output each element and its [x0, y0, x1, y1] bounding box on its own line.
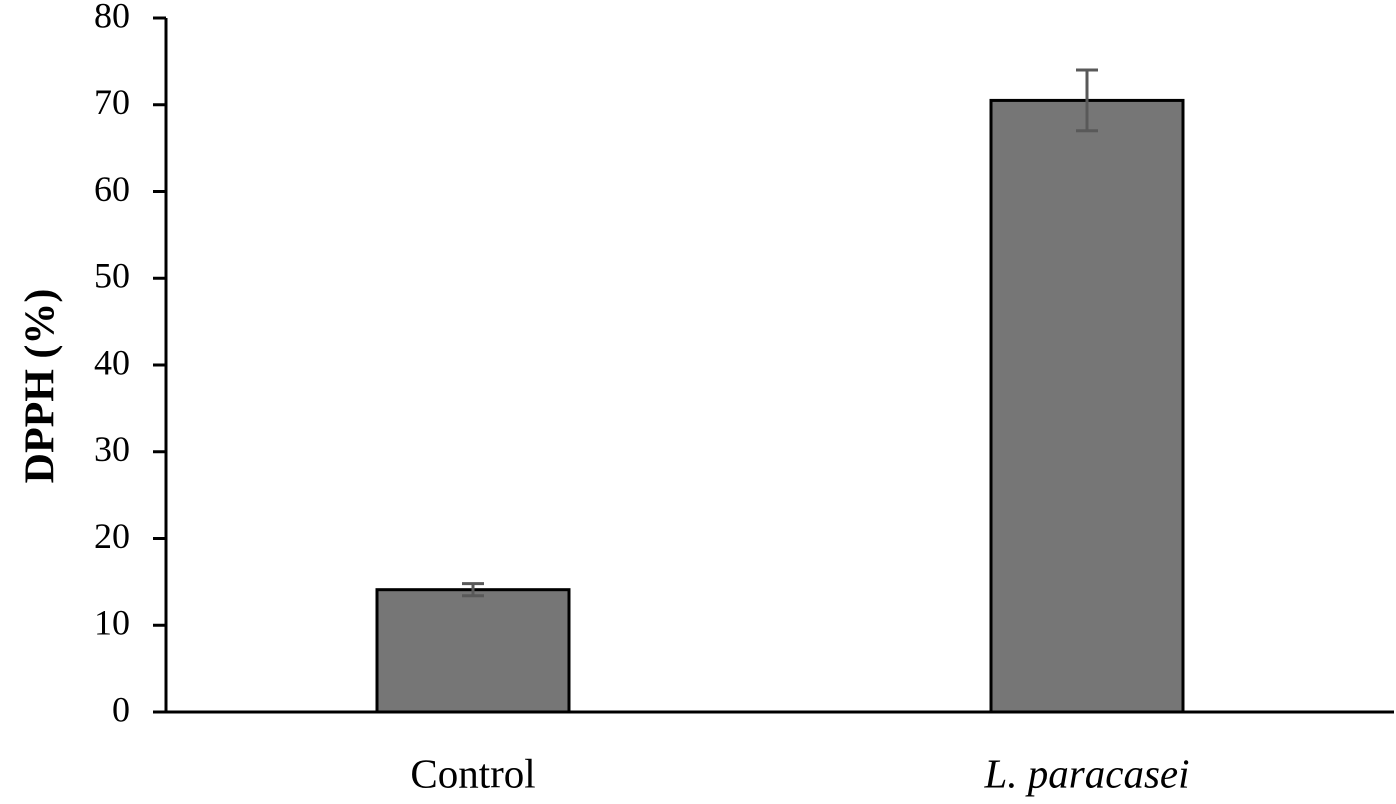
bar-l-paracasei: [989, 98, 1185, 714]
bars: [375, 68, 1185, 714]
y-tick-label: 40: [94, 342, 130, 382]
bar-control: [375, 588, 571, 714]
y-tick-label: 0: [112, 689, 130, 729]
y-axis-ticks: 0 10 20 30 40 50 60 70 80: [94, 0, 166, 729]
y-tick-label: 30: [94, 429, 130, 469]
y-tick-label: 70: [94, 82, 130, 122]
y-tick-label: 60: [94, 169, 130, 209]
x-category-label: L. paracasei: [984, 750, 1190, 796]
y-tick-label: 20: [94, 516, 130, 556]
x-category-label: Control: [410, 750, 535, 796]
y-tick-label: 80: [94, 0, 130, 35]
y-tick-label: 50: [94, 256, 130, 296]
y-tick-label: 10: [94, 603, 130, 643]
y-axis-title: DPPH (%): [18, 289, 64, 484]
x-axis-category-labels: Control L. paracasei: [410, 750, 1189, 796]
